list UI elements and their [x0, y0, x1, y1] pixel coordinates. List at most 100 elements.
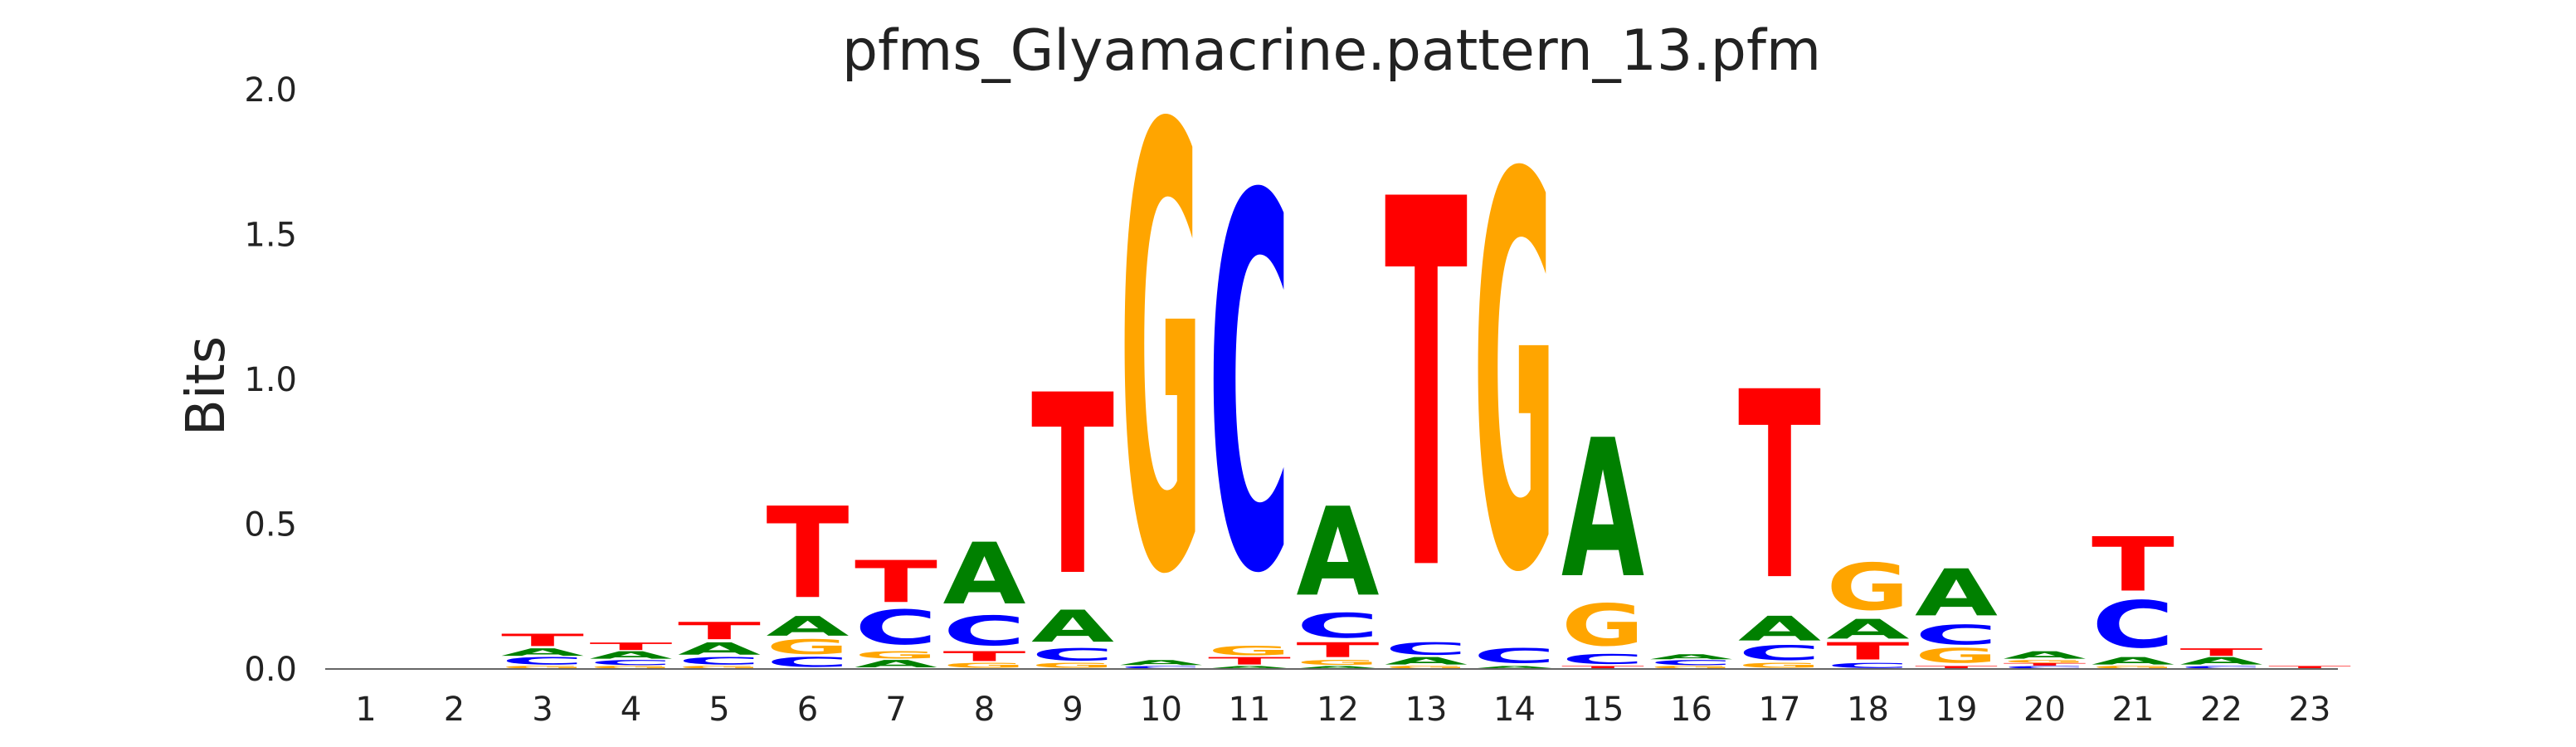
- x-tick-label: 3: [532, 691, 553, 729]
- x-tick-label: 20: [2023, 691, 2066, 729]
- logo-letter-G: G: [1208, 642, 1291, 658]
- logo-letter-A: A: [501, 647, 584, 658]
- logo-letter-G: G: [1120, 1, 1203, 708]
- logo-letter-A: A: [855, 658, 937, 670]
- logo-letter-A: A: [767, 611, 850, 642]
- logo-letter-C: C: [1915, 619, 1998, 651]
- logo-letter-T: T: [1738, 339, 1821, 638]
- logo-letter-G: G: [1827, 550, 1910, 625]
- logo-letter-C: C: [1827, 662, 1910, 670]
- logo-letter-G: G: [1297, 659, 1380, 666]
- logo-letter-T: T: [2004, 662, 2087, 666]
- x-tick-label: 6: [797, 691, 818, 729]
- x-tick-label: 21: [2112, 691, 2155, 729]
- logo-letter-C: C: [943, 608, 1026, 655]
- logo-letter-G: G: [767, 635, 850, 659]
- logo-letter-C: C: [767, 654, 850, 670]
- x-tick-label: 16: [1670, 691, 1712, 729]
- x-tick-label: 5: [709, 691, 729, 729]
- y-axis-ticks: 0.0 0.5 1.0 1.5 2.0: [244, 71, 297, 689]
- y-tick-label: 0.0: [244, 651, 297, 689]
- logo-letter-C: C: [1561, 652, 1644, 667]
- logo-letter-A: A: [1561, 399, 1644, 620]
- logo-letter-A: A: [590, 649, 673, 661]
- logo-letter-C: C: [678, 655, 761, 666]
- logo-letter-C: C: [855, 600, 937, 656]
- logo-letter-A: A: [1650, 653, 1733, 662]
- logo-letter-C: C: [1297, 606, 1380, 646]
- logo-letter-G: G: [1738, 662, 1821, 669]
- logo-letter-G: G: [1473, 64, 1556, 691]
- y-tick-label: 2.0: [244, 71, 297, 110]
- logo-letter-C: C: [1473, 644, 1556, 668]
- logo-letter-G: G: [1031, 662, 1114, 669]
- logo-letter-C: C: [1031, 645, 1114, 665]
- logo-letter-T: T: [2091, 521, 2174, 608]
- logo-letter-C: C: [2004, 666, 2087, 670]
- logo-letter-A: A: [1297, 666, 1380, 670]
- y-tick-label: 1.5: [244, 217, 297, 255]
- logo-letter-G: G: [1915, 644, 1998, 668]
- y-axis-label: Bits: [176, 336, 237, 436]
- x-tick-label: 1: [355, 691, 376, 729]
- logo-letter-T: T: [501, 630, 584, 650]
- logo-letter-A: A: [1827, 614, 1910, 646]
- logo-letter-T: T: [1385, 95, 1468, 683]
- logo-letter-T: T: [2268, 666, 2351, 670]
- logo-letter-G: G: [678, 666, 761, 670]
- x-tick-label: 18: [1847, 691, 1889, 729]
- logo-letter-A: A: [943, 525, 1026, 623]
- logo-letter-T: T: [1915, 666, 1998, 670]
- x-tick-label: 15: [1582, 691, 1624, 729]
- logo-letter-T: T: [2180, 647, 2263, 658]
- y-tick-label: 0.5: [244, 506, 297, 544]
- logo-letter-A: A: [1297, 481, 1380, 623]
- logo-letter-G: G: [1650, 666, 1733, 670]
- x-tick-label: 11: [1229, 691, 1271, 729]
- logo-letter-A: A: [1120, 659, 1203, 667]
- logo-letter-C: C: [2180, 666, 2263, 670]
- x-tick-label: 22: [2200, 691, 2242, 729]
- logo-letter-G: G: [1385, 666, 1468, 670]
- x-axis-ticks: 1 2 3 4 5 6 7 8 9 10 11 12 13 14 15 16 17 18 19 20 21 22 23: [355, 691, 2330, 729]
- chart-title: pfms_Glyamacrine.pattern_13.pfm: [842, 18, 1821, 84]
- x-tick-label: 2: [444, 691, 465, 729]
- x-tick-label: 7: [885, 691, 906, 729]
- x-tick-label: 14: [1493, 691, 1536, 729]
- logo-letter-A: A: [1738, 609, 1821, 649]
- x-tick-label: 9: [1062, 691, 1083, 729]
- logo-letter-G: G: [501, 666, 584, 670]
- y-tick-label: 1.0: [244, 361, 297, 399]
- logo-letter-T: T: [1827, 637, 1910, 665]
- logo-letter-G: G: [855, 649, 937, 661]
- logo-letter-A: A: [678, 639, 762, 659]
- logo-letter-G: G: [590, 666, 673, 670]
- logo-letter-T: T: [1208, 655, 1291, 666]
- logo-letter-A: A: [1915, 556, 1998, 631]
- logo-letter-A: A: [2004, 649, 2087, 661]
- logo-letter-T: T: [1297, 638, 1380, 662]
- logo-letter-C: C: [2091, 588, 2174, 662]
- x-tick-label: 10: [1140, 691, 1182, 729]
- logo-letter-C: C: [1208, 90, 1291, 686]
- logo-letter-A: A: [1385, 655, 1468, 666]
- logo-letter-T: T: [855, 549, 937, 617]
- logo-letter-G: G: [943, 662, 1026, 669]
- logo-letter-A: A: [1208, 666, 1291, 670]
- x-tick-label: 12: [1317, 691, 1359, 729]
- logo-letter-C: C: [1385, 639, 1468, 659]
- logo-letter-C: C: [1650, 659, 1733, 667]
- logo-letter-T: T: [678, 618, 761, 645]
- x-tick-label: 4: [621, 691, 641, 729]
- logo-letter-A: A: [2091, 655, 2174, 666]
- x-tick-label: 13: [1405, 691, 1448, 729]
- logo-letter-A: A: [1473, 666, 1556, 670]
- logo-letter-T: T: [1561, 666, 1644, 670]
- logo-letter-T: T: [767, 481, 850, 627]
- logo-letter-G: G: [2091, 666, 2174, 670]
- logo-letter-G: G: [2004, 660, 2087, 664]
- logo-letter-C: C: [501, 655, 584, 666]
- x-tick-label: 23: [2289, 691, 2331, 729]
